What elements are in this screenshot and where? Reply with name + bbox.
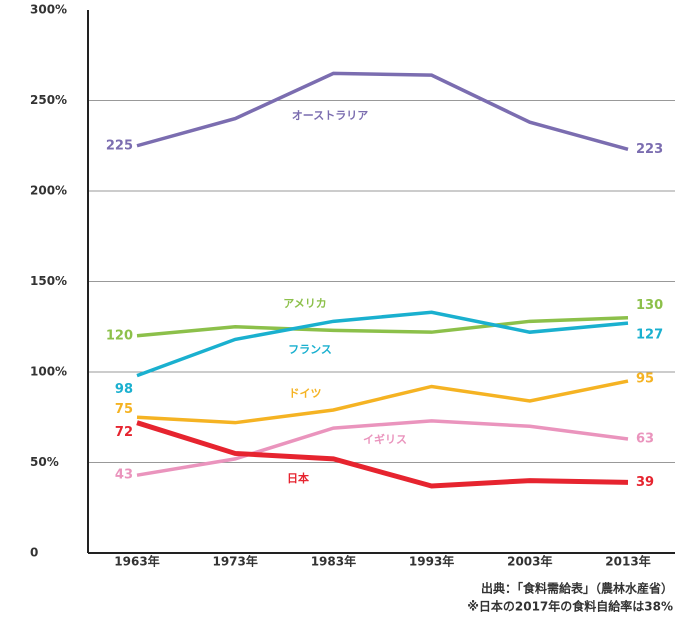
line xyxy=(136,419,629,477)
value-label: 72 xyxy=(115,425,133,440)
x-tick-label: 1973年 xyxy=(212,554,257,569)
x-tick-label: 2003年 xyxy=(507,554,552,569)
x-tick-label: 1983年 xyxy=(311,554,356,569)
value-label: 130 xyxy=(636,298,663,313)
note: ※日本の2017年の食料自給率は38% xyxy=(467,599,673,614)
value-label: 43 xyxy=(115,468,133,483)
y-tick-label: 300% xyxy=(30,3,67,17)
x-tick-label: 1963年 xyxy=(114,554,159,569)
series-label: アメリカ xyxy=(283,297,326,310)
value-label: 127 xyxy=(636,328,663,343)
x-tick-label: 2013年 xyxy=(605,554,650,569)
line xyxy=(136,315,629,338)
series-label: フランス xyxy=(288,343,332,356)
value-label: 75 xyxy=(115,402,133,417)
y-tick-label: 200% xyxy=(30,184,67,198)
value-label: 63 xyxy=(636,431,654,446)
line xyxy=(136,379,629,425)
line xyxy=(136,420,629,489)
series-label: オーストラリア xyxy=(292,109,368,122)
series-label: イギリス xyxy=(363,432,407,446)
value-label: 39 xyxy=(636,475,654,490)
y-tick-label: 50% xyxy=(30,455,59,469)
value-label: 98 xyxy=(115,382,133,397)
line xyxy=(136,71,629,152)
value-label: 225 xyxy=(106,138,133,153)
value-label: 95 xyxy=(636,372,654,387)
source: 出典：「食料需給表」（農林水産省） xyxy=(481,581,673,596)
y-tick-label: 0 xyxy=(30,546,38,560)
x-tick-label: 1993年 xyxy=(409,554,454,569)
series-label: 日本 xyxy=(287,471,309,485)
y-tick-label: 100% xyxy=(30,365,67,379)
y-tick-label: 250% xyxy=(30,93,67,107)
y-tick-label: 150% xyxy=(30,274,67,288)
line xyxy=(136,310,629,378)
value-label: 223 xyxy=(636,142,663,157)
value-label: 120 xyxy=(106,328,133,343)
series-label: ドイツ xyxy=(289,387,322,400)
